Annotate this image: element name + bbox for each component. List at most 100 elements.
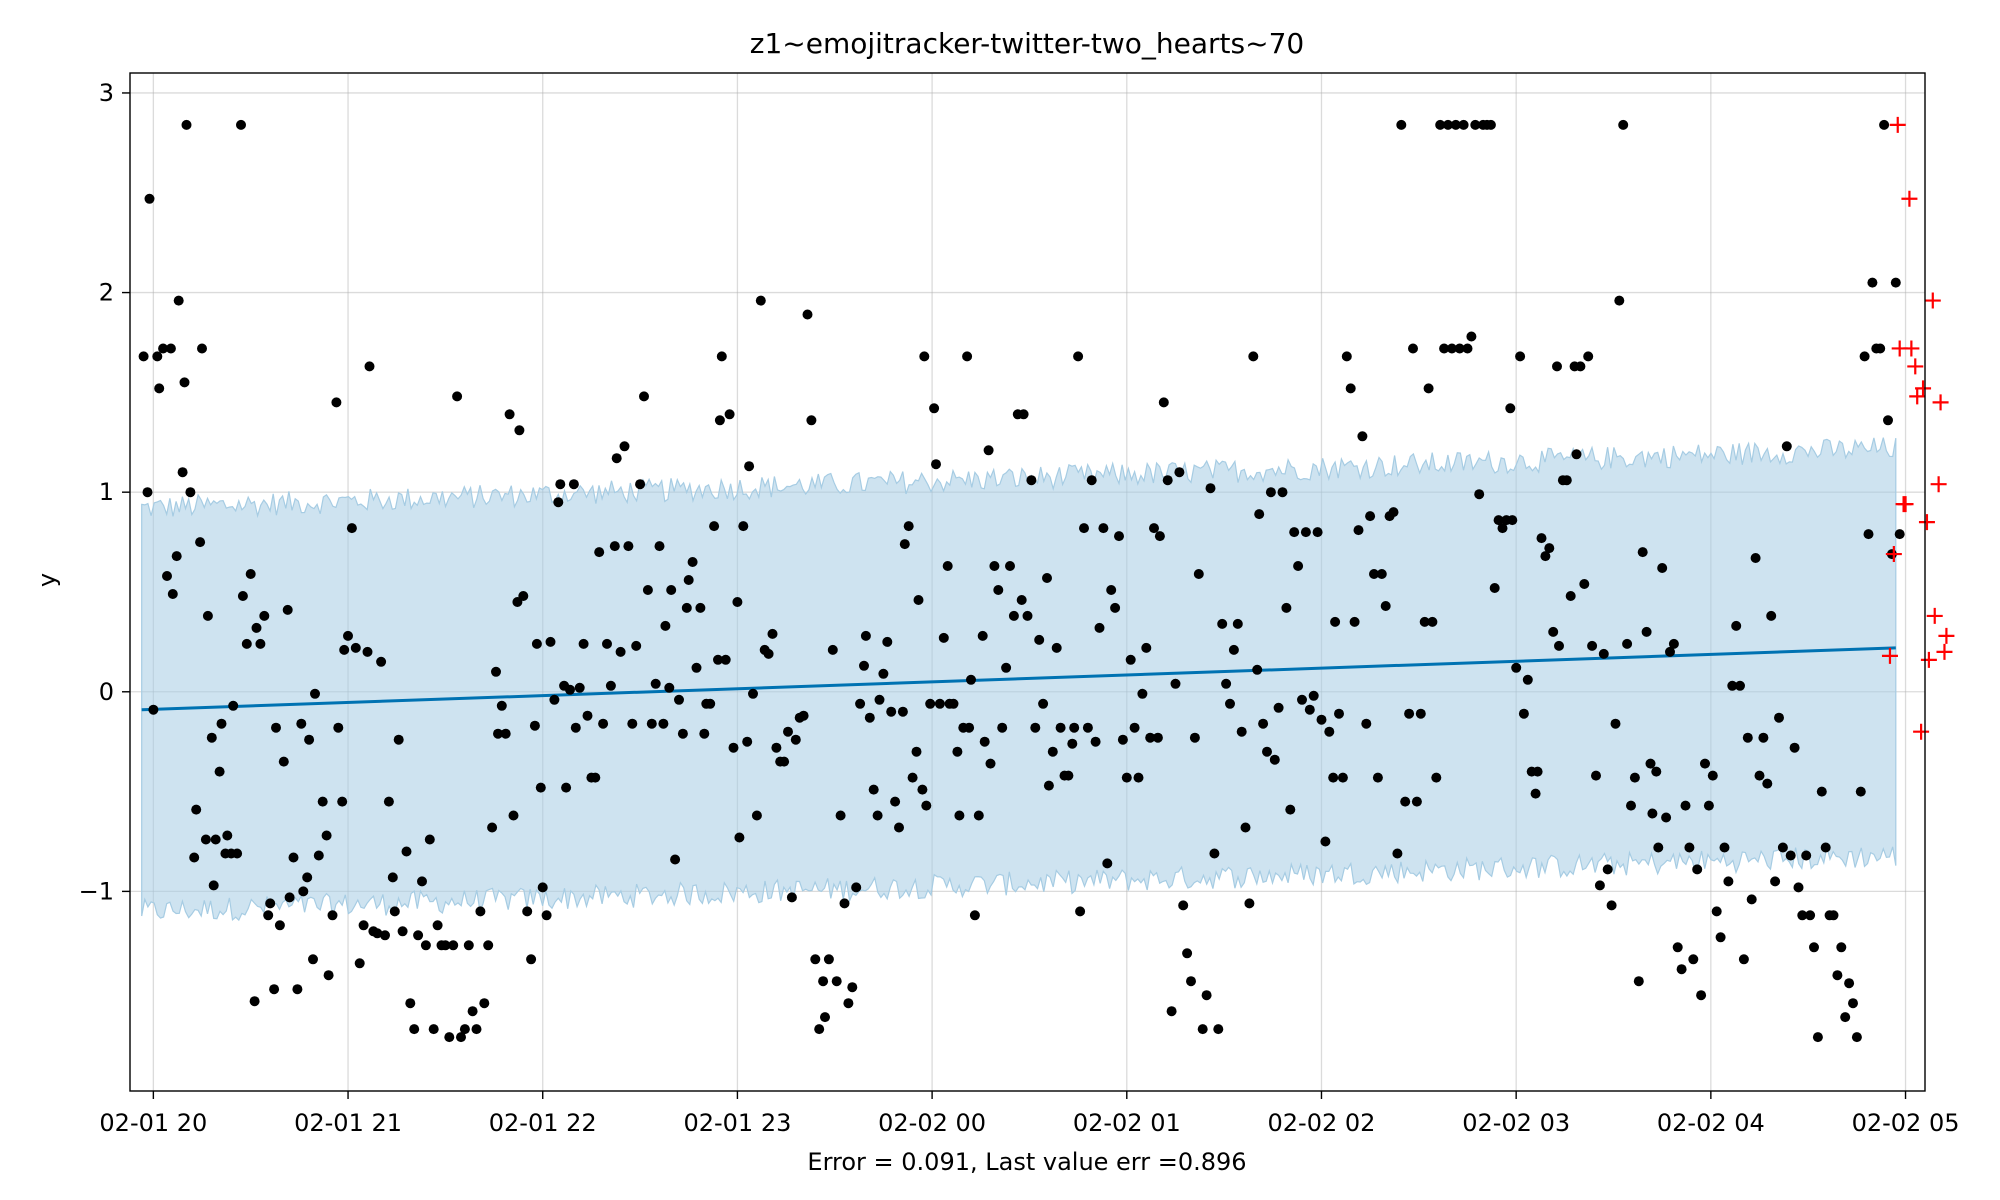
forecast-point xyxy=(1930,476,1947,493)
data-point xyxy=(463,940,474,951)
data-point xyxy=(1193,569,1204,579)
data-point xyxy=(709,521,720,532)
data-point xyxy=(728,742,739,753)
data-point xyxy=(1774,712,1784,723)
data-point xyxy=(1651,766,1662,777)
data-point xyxy=(202,610,213,621)
data-point xyxy=(162,571,172,581)
data-point xyxy=(699,728,710,739)
data-point xyxy=(734,832,745,843)
data-point xyxy=(1536,533,1547,544)
data-point xyxy=(921,800,932,811)
data-point xyxy=(568,479,579,490)
data-point xyxy=(1579,579,1590,589)
data-point xyxy=(738,521,749,532)
data-point xyxy=(1676,964,1687,975)
data-point xyxy=(1079,523,1089,534)
data-point xyxy=(387,872,398,883)
data-point xyxy=(818,976,829,987)
forecast-point xyxy=(1907,358,1924,375)
data-point xyxy=(1622,638,1633,649)
data-point xyxy=(783,726,793,737)
data-point xyxy=(214,766,225,777)
data-point xyxy=(1166,1006,1177,1017)
data-point xyxy=(292,984,303,995)
data-point xyxy=(1548,626,1559,637)
data-point xyxy=(1758,732,1769,743)
data-point xyxy=(1715,932,1726,943)
data-point xyxy=(179,377,190,388)
data-point xyxy=(535,782,546,793)
data-point xyxy=(241,638,252,649)
data-point xyxy=(1727,680,1738,691)
data-point xyxy=(1281,602,1292,613)
data-point xyxy=(1174,467,1185,478)
data-point xyxy=(380,930,390,941)
data-point xyxy=(570,722,581,733)
data-point xyxy=(1106,585,1117,595)
data-point xyxy=(216,718,227,729)
data-point xyxy=(1797,910,1808,921)
data-point xyxy=(1075,906,1086,917)
forecast-point xyxy=(1901,190,1918,207)
data-point xyxy=(265,898,276,909)
data-point xyxy=(802,309,813,320)
data-point xyxy=(308,954,318,965)
data-point xyxy=(969,910,980,921)
data-point xyxy=(1540,551,1551,562)
data-point xyxy=(496,700,507,711)
data-point xyxy=(859,660,869,671)
data-point xyxy=(1890,277,1901,288)
data-point xyxy=(1316,714,1327,725)
data-point xyxy=(467,1006,478,1017)
data-point xyxy=(444,1032,455,1043)
data-point xyxy=(868,784,879,795)
forecast-point xyxy=(1932,394,1949,411)
data-point xyxy=(1265,487,1276,498)
data-point xyxy=(1793,882,1804,893)
data-point xyxy=(1129,722,1140,733)
data-point xyxy=(989,561,1000,571)
data-point xyxy=(154,383,165,394)
data-point xyxy=(1189,732,1200,743)
data-point xyxy=(479,998,490,1009)
data-point xyxy=(1225,698,1235,709)
data-point xyxy=(1297,694,1307,705)
forecast-point xyxy=(1915,380,1932,397)
data-point xyxy=(1154,531,1165,542)
data-point xyxy=(744,461,755,472)
data-point xyxy=(578,638,589,649)
data-point xyxy=(1738,954,1749,965)
data-point xyxy=(1022,610,1033,621)
data-point xyxy=(1875,343,1886,354)
data-point xyxy=(397,926,408,937)
data-point xyxy=(1645,758,1656,769)
data-point xyxy=(1125,654,1136,665)
data-point xyxy=(452,391,463,402)
data-point xyxy=(1341,351,1352,362)
data-point xyxy=(1497,523,1508,534)
data-point xyxy=(1285,804,1296,815)
data-point xyxy=(1330,616,1341,627)
data-point xyxy=(313,850,324,861)
data-point xyxy=(1205,483,1216,494)
data-point xyxy=(1602,864,1613,875)
data-point xyxy=(1376,569,1387,579)
data-point xyxy=(650,678,661,689)
data-point xyxy=(1863,529,1874,540)
data-point xyxy=(1554,640,1564,651)
data-point xyxy=(823,954,834,965)
data-point xyxy=(1610,718,1621,729)
data-point xyxy=(138,351,149,362)
data-point xyxy=(660,620,671,631)
data-point xyxy=(720,654,731,665)
data-point xyxy=(860,630,871,641)
data-point xyxy=(890,796,901,807)
data-point xyxy=(302,872,313,883)
data-point xyxy=(1665,646,1675,657)
data-point xyxy=(1240,822,1251,833)
data-point xyxy=(255,638,266,649)
data-point xyxy=(1848,998,1858,1009)
forecast-points xyxy=(1881,116,1955,740)
data-point xyxy=(518,591,529,601)
